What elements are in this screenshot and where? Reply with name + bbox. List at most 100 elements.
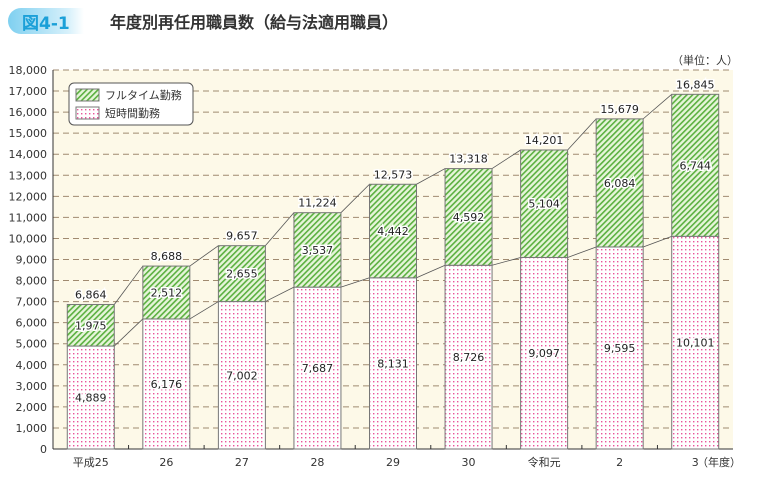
bar-short-time xyxy=(369,277,417,450)
data-label-total: 11,224 xyxy=(298,197,337,210)
x-tick-label: 平成25 xyxy=(73,456,109,469)
data-label-short-time: 8,726 xyxy=(453,351,485,364)
connector-line xyxy=(340,277,370,288)
x-tick-label: 26 xyxy=(159,456,173,469)
y-tick-label: 0 xyxy=(40,443,47,456)
data-label-full-time: 1,975 xyxy=(75,319,107,332)
data-label-total: 9,657 xyxy=(226,230,258,243)
bar-full-time xyxy=(671,93,720,237)
y-tick-label: 17,000 xyxy=(9,85,48,98)
data-label-full-time: 3,537 xyxy=(302,244,334,257)
data-label-full-time: 6,084 xyxy=(604,177,636,190)
figure-label: 図4-1 xyxy=(8,8,84,34)
connector-line xyxy=(642,94,672,120)
data-label-total: 12,573 xyxy=(374,168,413,181)
data-label-full-time: 6,744 xyxy=(679,159,711,172)
unit-label: （単位：人） xyxy=(672,54,738,67)
connector-line xyxy=(113,265,144,305)
connector-line xyxy=(114,318,144,347)
data-label-short-time: 8,131 xyxy=(377,357,409,370)
connector-line xyxy=(491,257,521,266)
connector-line xyxy=(340,183,370,213)
bar-short-time xyxy=(444,264,493,450)
legend-box xyxy=(68,82,194,126)
y-tick-label: 3,000 xyxy=(16,380,48,393)
connector-line xyxy=(416,168,446,185)
y-tick-label: 6,000 xyxy=(16,317,48,330)
data-label-total: 8,688 xyxy=(151,250,183,263)
connector-line xyxy=(189,245,219,267)
data-label-total: 15,679 xyxy=(600,103,639,116)
data-label-total: 14,201 xyxy=(525,134,564,147)
y-tick-label: 1,000 xyxy=(16,422,48,435)
y-tick-label: 18,000 xyxy=(9,64,48,77)
y-tick-label: 9,000 xyxy=(16,254,48,267)
data-label-short-time: 7,002 xyxy=(226,369,258,382)
data-label-short-time: 9,097 xyxy=(528,347,560,360)
bar-short-time xyxy=(520,256,569,450)
connector-line xyxy=(189,301,219,320)
bar-short-time xyxy=(217,301,266,450)
x-tick-label: 29 xyxy=(386,456,400,469)
x-axis-label: （年度） xyxy=(697,455,741,469)
y-tick-label: 7,000 xyxy=(16,296,48,309)
bar-full-time xyxy=(217,245,266,303)
connector-line xyxy=(567,246,597,258)
connector-line xyxy=(416,264,446,279)
y-tick-label: 15,000 xyxy=(9,127,48,140)
data-label-short-time: 4,889 xyxy=(75,392,107,405)
connector-line xyxy=(643,235,672,248)
x-tick-label: 27 xyxy=(235,456,249,469)
data-label-short-time: 10,101 xyxy=(676,337,715,350)
y-tick-label: 11,000 xyxy=(9,211,48,224)
connector-line xyxy=(491,149,521,169)
legend-swatch-short-time xyxy=(75,106,100,120)
y-tick-label: 14,000 xyxy=(9,148,48,161)
data-label-full-time: 4,442 xyxy=(377,225,409,238)
bar-full-time xyxy=(520,149,569,258)
x-tick-label: 令和元 xyxy=(528,455,561,469)
y-tick-label: 16,000 xyxy=(9,106,48,119)
x-tick-label: 3 xyxy=(692,456,699,469)
data-label-total: 13,318 xyxy=(449,153,488,166)
y-tick-label: 4,000 xyxy=(16,359,48,372)
data-label-full-time: 4,592 xyxy=(453,211,485,224)
figure-header: 図4-1 年度別再任用職員数（給与法適用職員） xyxy=(8,8,398,34)
bar-full-time xyxy=(142,265,191,320)
y-tick-label: 10,000 xyxy=(9,232,48,245)
bar-short-time xyxy=(595,246,644,450)
x-tick-label: 28 xyxy=(310,456,324,469)
y-tick-label: 2,000 xyxy=(16,401,48,414)
y-tick-label: 5,000 xyxy=(16,338,48,351)
bar-full-time xyxy=(66,303,115,347)
data-label-full-time: 2,512 xyxy=(151,287,183,300)
bar-short-time xyxy=(671,235,720,450)
y-tick-label: 12,000 xyxy=(9,190,48,203)
data-label-total: 6,864 xyxy=(75,288,107,301)
y-tick-label: 8,000 xyxy=(16,275,48,288)
data-label-full-time: 5,104 xyxy=(528,198,560,211)
x-tick-label: 2 xyxy=(616,456,623,469)
bar-short-time xyxy=(293,286,342,450)
legend-label-full-time: フルタイム勤務 xyxy=(105,88,182,102)
connector-line xyxy=(265,286,295,302)
legend-label-short-time: 短時間勤務 xyxy=(105,106,160,120)
data-label-short-time: 9,595 xyxy=(604,342,636,355)
x-tick-label: 30 xyxy=(462,456,476,469)
chart-title: 年度別再任用職員数（給与法適用職員） xyxy=(110,13,399,32)
bar-full-time xyxy=(595,118,644,248)
connector-line xyxy=(265,212,295,246)
legend-swatch-full-time xyxy=(75,88,100,102)
bar-full-time xyxy=(293,212,342,288)
bar-short-time xyxy=(142,318,191,450)
bar-full-time xyxy=(444,168,493,266)
data-label-full-time: 2,655 xyxy=(226,268,258,281)
data-label-total: 16,845 xyxy=(676,78,715,91)
y-tick-label: 13,000 xyxy=(9,169,48,182)
bar-full-time xyxy=(369,183,417,279)
bar-short-time xyxy=(66,345,115,450)
connector-line xyxy=(567,118,597,151)
data-label-short-time: 6,176 xyxy=(151,378,183,391)
data-label-short-time: 7,687 xyxy=(302,362,334,375)
